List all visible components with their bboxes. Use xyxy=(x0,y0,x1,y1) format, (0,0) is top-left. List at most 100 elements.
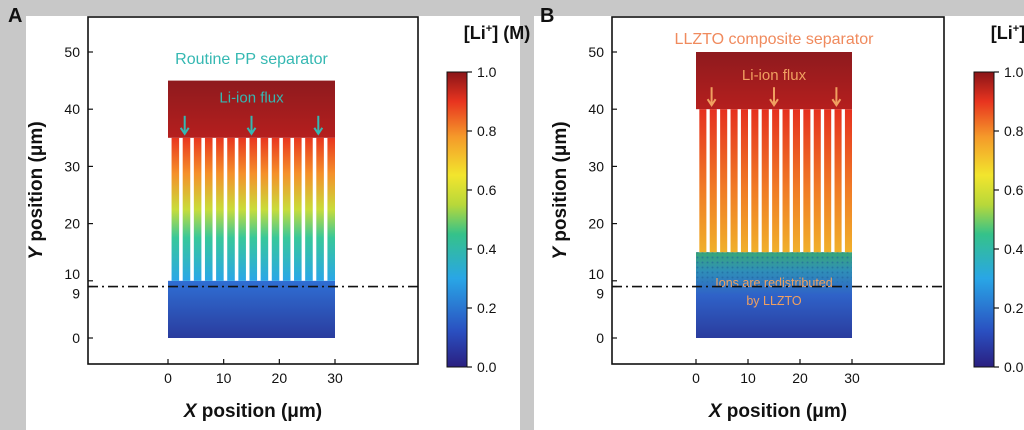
colorbar-tick-label: 1.0 xyxy=(477,64,497,80)
pore-channel xyxy=(740,109,748,253)
colorbar-tick-label: 0.6 xyxy=(1004,182,1024,198)
pore-channel xyxy=(327,137,335,281)
y-axis-label-rest: position (μm) xyxy=(550,121,571,247)
x-axis-label-rest: position (μm) xyxy=(722,401,848,422)
x-tick-label: 20 xyxy=(792,370,808,386)
y-tick-label: 30 xyxy=(64,158,80,174)
flux-label: Li-ion flux xyxy=(742,67,807,84)
panel-title: Routine PP separator xyxy=(175,51,328,68)
colorbar-title: [Li+] (M) xyxy=(991,23,1024,43)
panel-letter: A xyxy=(8,5,22,27)
pore-channel xyxy=(260,137,269,281)
colorbar-tick-label: 0.0 xyxy=(477,359,497,375)
flux-arrow-head xyxy=(706,98,717,108)
colorbar-title-prefix: [Li xyxy=(991,23,1013,43)
y-tick-label: 10 xyxy=(588,266,604,282)
y-tick-label: 9 xyxy=(596,286,604,302)
panel-b: B Li-ion flux Ions are redistributed by LLZ… xyxy=(540,5,1024,422)
x-tick-label: 10 xyxy=(216,370,232,386)
pore-channel xyxy=(305,137,313,281)
pore-channel xyxy=(772,109,780,253)
x-tick-label: 20 xyxy=(272,370,288,386)
pore-channel xyxy=(834,109,842,253)
flux-arrow-head xyxy=(313,127,324,136)
pore-channel xyxy=(699,109,707,253)
colorbar-title-sup: + xyxy=(1013,23,1019,35)
colorbar-tick-label: 0.4 xyxy=(477,241,497,257)
y-axis-label: Y position (μm) xyxy=(26,121,47,259)
pore-channel xyxy=(720,109,728,253)
colorbar-tick-label: 0.2 xyxy=(477,300,497,316)
pore-channel xyxy=(249,137,258,281)
y-tick-label: 40 xyxy=(588,101,604,117)
x-tick-label: 10 xyxy=(740,370,756,386)
y-tick-label: 0 xyxy=(596,330,604,346)
pore-channel xyxy=(824,109,832,253)
x-axis-label: X position (μm) xyxy=(708,401,847,422)
flux-label: Li-ion flux xyxy=(219,90,284,107)
y-tick-label: 20 xyxy=(64,216,80,232)
colorbar-title-suffix: ] (M) xyxy=(492,23,530,43)
x-axis-label: X position (μm) xyxy=(183,401,322,422)
flux-arrow-head xyxy=(179,127,190,136)
colorbar-tick-label: 0.8 xyxy=(1004,123,1024,139)
pore-channel xyxy=(294,137,302,281)
pore-channel xyxy=(709,109,717,253)
flux-arrow-head xyxy=(831,98,842,108)
flux-arrow-head xyxy=(246,127,257,136)
panel-letter: B xyxy=(540,5,554,27)
pore-channel xyxy=(238,137,246,281)
pore-channel xyxy=(792,109,800,253)
pore-channel xyxy=(182,137,191,281)
colorbar-title: [Li+] (M) xyxy=(464,23,530,43)
x-axis-label-var: X xyxy=(708,401,723,422)
pore-channel xyxy=(282,137,291,281)
pore-channel xyxy=(730,109,738,253)
pore-channel xyxy=(216,137,224,281)
y-tick-label: 9 xyxy=(72,286,80,302)
pore-channel xyxy=(803,109,811,253)
colorbar-title-suffix: ] (M) xyxy=(1019,23,1024,43)
x-tick-label: 30 xyxy=(327,370,343,386)
pore-channel xyxy=(204,137,213,281)
pore-channel xyxy=(271,137,280,281)
x-tick-label: 0 xyxy=(164,370,172,386)
pore-channel xyxy=(193,137,202,281)
colorbar-title-sup: + xyxy=(486,23,492,35)
colorbar-tick-label: 0.8 xyxy=(477,123,497,139)
flux-arrow-head xyxy=(769,98,779,108)
colorbar-tick-label: 1.0 xyxy=(1004,64,1024,80)
colorbar-tick-label: 0.4 xyxy=(1004,241,1024,257)
y-tick-label: 10 xyxy=(64,266,80,282)
colorbar xyxy=(446,71,468,368)
x-axis-label-rest: position (μm) xyxy=(197,401,323,422)
y-axis-label-var: Y xyxy=(550,245,571,260)
colorbar-title-prefix: [Li xyxy=(464,23,486,43)
pore-channel xyxy=(171,137,180,281)
pore-channel xyxy=(761,109,769,253)
llzto-particles xyxy=(696,252,852,283)
y-tick-label: 20 xyxy=(588,216,604,232)
y-axis-label-rest: position (μm) xyxy=(26,121,47,247)
panel-a: A Li-ion flux Routine PP separator 0 9 10 20 30… xyxy=(8,5,530,422)
y-axis-label-var: Y xyxy=(26,245,47,260)
panel-title: LLZTO composite separator xyxy=(675,31,875,48)
colorbar-tick-label: 0.6 xyxy=(477,182,497,198)
x-tick-label: 0 xyxy=(692,370,700,386)
y-tick-label: 40 xyxy=(64,101,80,117)
y-tick-label: 50 xyxy=(64,44,80,60)
bottom-electrolyte-region xyxy=(168,280,335,338)
pore-channel xyxy=(844,109,852,253)
y-tick-label: 50 xyxy=(588,44,604,60)
x-tick-label: 30 xyxy=(844,370,860,386)
redistribution-annotation: by LLZTO xyxy=(746,294,802,308)
y-axis-label: Y position (μm) xyxy=(550,121,571,259)
colorbar-tick-label: 0.2 xyxy=(1004,300,1024,316)
pore-channel xyxy=(751,109,759,253)
pore-channel xyxy=(782,109,790,253)
x-axis-label-var: X xyxy=(183,401,198,422)
redistribution-annotation: Ions are redistributed xyxy=(715,276,832,290)
colorbar xyxy=(973,71,995,368)
y-tick-label: 0 xyxy=(72,330,80,346)
y-tick-label: 30 xyxy=(588,158,604,174)
